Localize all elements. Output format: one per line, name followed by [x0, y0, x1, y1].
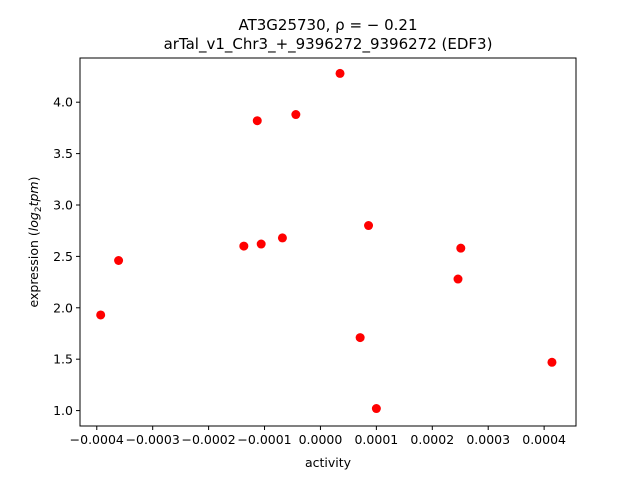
data-point-10 [364, 221, 374, 231]
y-tick-label: 4.0 [53, 95, 73, 110]
y-tick-label: 2.0 [53, 300, 73, 315]
x-axis-ticks: −0.0004 −0.0003 −0.0002 −0.0001 0.0000 0.0001… [70, 426, 566, 447]
x-tick-label: 0.0003 [466, 432, 510, 447]
x-tick-label: 0.0000 [299, 432, 343, 447]
x-tick-label: 0.0004 [522, 432, 566, 447]
y-axis-label-log: log [26, 212, 41, 231]
chart-title-line1: AT3G25730, ρ = − 0.21 [238, 16, 417, 34]
y-axis-label-tpm: tpm [26, 181, 41, 206]
x-axis-label: activity [305, 455, 352, 470]
data-point-9 [355, 333, 365, 343]
x-tick-label: 0.0001 [354, 432, 398, 447]
data-point-13 [456, 243, 466, 253]
data-point-11 [371, 404, 381, 414]
chart-title-line2: arTal_v1_Chr3_+_9396272_9396272 (EDF3) [164, 35, 493, 54]
data-point-7 [291, 110, 301, 120]
data-point-5 [256, 239, 266, 249]
y-tick-label: 2.5 [53, 249, 73, 264]
y-tick-label: 1.0 [53, 403, 73, 418]
x-tick-label: −0.0004 [70, 432, 124, 447]
y-tick-label: 3.5 [53, 146, 73, 161]
y-axis-ticks: 1.0 1.5 2.0 2.5 3.0 3.5 4.0 [53, 95, 80, 418]
data-point-14 [547, 357, 557, 367]
x-tick-label: −0.0002 [182, 432, 236, 447]
y-axis-label: expression (log2tpm) [26, 177, 44, 308]
plot-area-frame [79, 57, 577, 427]
x-tick-label: −0.0003 [126, 432, 180, 447]
y-axis-label-prefix: expression ( [26, 231, 41, 307]
data-points [96, 68, 557, 414]
y-tick-label: 1.5 [53, 352, 73, 367]
y-tick-label: 3.0 [53, 197, 73, 212]
data-point-12 [453, 274, 463, 284]
x-tick-label: −0.0001 [237, 432, 291, 447]
y-axis-label-subscript: 2 [34, 206, 44, 212]
x-tick-label: 0.0002 [410, 432, 454, 447]
data-point-1 [96, 310, 106, 320]
data-point-2 [114, 256, 124, 266]
data-point-6 [277, 233, 287, 243]
data-point-3 [239, 241, 249, 251]
data-point-4 [252, 116, 262, 126]
y-axis-label-suffix: ) [26, 177, 41, 182]
data-point-8 [335, 68, 345, 78]
